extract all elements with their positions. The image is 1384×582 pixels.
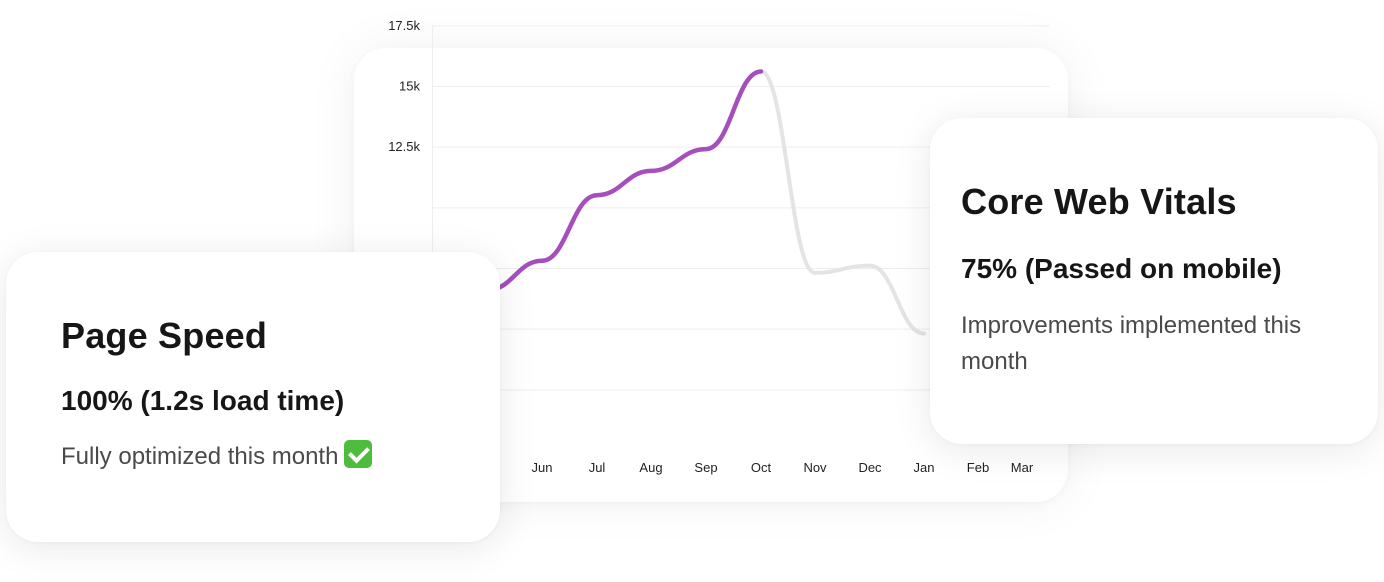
core-web-vitals-title: Core Web Vitals [961,181,1237,222]
page-speed-note: Fully optimized this month [61,443,339,470]
page-speed-card: Page Speed 100% (1.2s load time) Fully o… [6,252,500,542]
x-tick-label: Feb [967,460,989,475]
x-tick-label: Jun [532,460,553,475]
y-axis-ticks: 12.5k 15k 17.5k [388,18,420,154]
y-tick-label: 12.5k [388,139,420,154]
series-line-highlight [485,69,764,293]
x-tick-label: Sep [694,460,717,475]
core-web-vitals-card: Core Web Vitals 75% (Passed on mobile) I… [930,118,1378,444]
page-speed-title: Page Speed [61,315,268,356]
core-web-vitals-note: Improvements implemented this month [961,312,1302,375]
series-line-future [759,69,926,336]
x-tick-label: Oct [751,460,772,475]
page-speed-note-line: Fully optimized this month [61,439,470,475]
series-lines [485,69,926,336]
y-tick-label: 15k [399,79,420,94]
core-web-vitals-metric: 75% (Passed on mobile) [961,253,1282,284]
y-tick-label: 17.5k [388,18,420,33]
grid-lines [432,25,1050,450]
page-speed-metric: 100% (1.2s load time) [61,385,345,416]
x-tick-label: Jan [914,460,935,475]
x-tick-label: Aug [639,460,662,475]
x-tick-label: Dec [858,460,882,475]
x-tick-label: Mar [1011,460,1034,475]
x-tick-label: Nov [803,460,827,475]
check-icon [344,440,373,468]
x-tick-label: Jul [589,460,606,475]
x-axis-ticks: Jun Jul Aug Sep Oct Nov Dec Jan Feb Mar [532,460,1034,475]
